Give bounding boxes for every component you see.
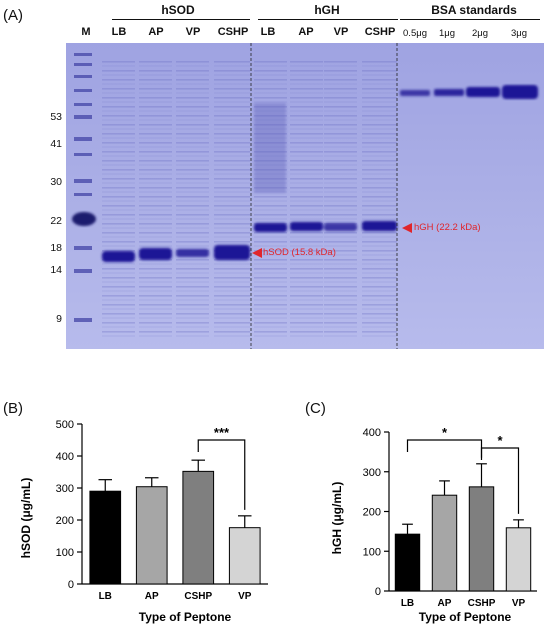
y-tick-label: 200	[363, 507, 381, 519]
x-tick-label-vp: VP	[512, 598, 526, 609]
lane-label-marker: M	[81, 26, 91, 38]
mw-label-14: 14	[50, 264, 62, 276]
group-label-hsod: hSOD	[161, 3, 195, 17]
lane-label-hsod-vp: VP	[185, 26, 201, 38]
group-underline-hsod	[112, 19, 250, 20]
lane-label-bsa-3: 3μg	[510, 28, 528, 39]
lane-label-hgh-ap: AP	[298, 26, 314, 38]
bar-cshp	[182, 470, 215, 585]
y-tick-label: 400	[56, 451, 74, 463]
significance-bracket	[480, 447, 520, 514]
bar-lb	[394, 533, 421, 592]
y-tick-label: 500	[56, 419, 74, 431]
group-underline-bsa	[400, 19, 540, 20]
significance-label: *	[497, 433, 503, 448]
bar-cshp	[468, 486, 495, 592]
panel-label-a: (A)	[3, 7, 23, 24]
y-axis-label: hGH (μg/mL)	[330, 482, 344, 555]
mw-label-53: 53	[50, 111, 62, 123]
group-label-bsa: BSA standards	[431, 3, 517, 17]
hgh-arrow-icon	[402, 223, 412, 233]
y-tick-label: 400	[363, 427, 381, 439]
mw-label-41: 41	[50, 138, 62, 150]
y-tick-label: 0	[68, 579, 74, 591]
lane-label-bsa-0-5: 0.5μg	[403, 28, 427, 39]
x-tick-label-lb: LB	[99, 591, 112, 602]
x-tick-label-vp: VP	[238, 591, 252, 602]
y-axis-label: hSOD (μg/mL)	[19, 478, 33, 559]
hgh-band-annotation: hGH (22.2 kDa)	[414, 222, 481, 233]
hsod-bar-chart: hSOD (μg/mL) Type of Peptone 0 100 200 300 4…	[19, 419, 268, 624]
lane-label-bsa-2: 2μg	[471, 28, 489, 39]
mw-label-18: 18	[50, 242, 62, 254]
bar-ap	[431, 494, 458, 592]
y-tick-label: 0	[375, 586, 381, 598]
x-tick-label-cshp: CSHP	[468, 598, 496, 609]
bar-vp	[228, 527, 261, 585]
bar-vp	[505, 527, 532, 592]
panel-label-b: (B)	[3, 400, 23, 417]
y-tick-label: 100	[363, 546, 381, 558]
hsod-band-annotation: hSOD (15.8 kDa)	[263, 247, 336, 258]
mw-label-22: 22	[50, 215, 62, 227]
lane-label-hsod-ap: AP	[148, 26, 164, 38]
mw-label-9: 9	[56, 313, 62, 325]
x-axis-label: Type of Peptone	[419, 610, 512, 624]
lane-label-hgh-cshp: CSHP	[364, 26, 396, 38]
hgh-bar-chart: hGH (μg/mL) Type of Peptone 0 100 200 300 40…	[330, 425, 537, 624]
x-tick-label-ap: AP	[145, 591, 159, 602]
x-axis-label: Type of Peptone	[139, 610, 232, 624]
bar-lb	[89, 490, 122, 585]
significance-bracket	[197, 439, 246, 510]
lane-label-hgh-lb: LB	[260, 26, 276, 38]
panel-label-c: (C)	[305, 400, 326, 417]
gel-image	[66, 43, 544, 349]
significance-label: ***	[214, 425, 230, 440]
lane-label-hsod-lb: LB	[111, 26, 127, 38]
hsod-arrow-icon	[252, 248, 262, 258]
y-tick-label: 100	[56, 547, 74, 559]
mw-label-30: 30	[50, 176, 62, 188]
y-tick-label: 300	[56, 483, 74, 495]
bar-ap	[135, 486, 168, 585]
significance-bracket	[406, 439, 483, 458]
x-tick-label-lb: LB	[401, 598, 414, 609]
x-tick-label-cshp: CSHP	[184, 591, 212, 602]
group-label-hgh: hGH	[314, 3, 340, 17]
x-tick-label-ap: AP	[438, 598, 452, 609]
group-underline-hgh	[258, 19, 398, 20]
lane-label-hgh-vp: VP	[333, 26, 349, 38]
y-tick-label: 200	[56, 515, 74, 527]
significance-label: *	[442, 425, 448, 440]
y-tick-label: 300	[363, 467, 381, 479]
lane-label-hsod-cshp: CSHP	[217, 26, 249, 38]
lane-label-bsa-1: 1μg	[438, 28, 456, 39]
